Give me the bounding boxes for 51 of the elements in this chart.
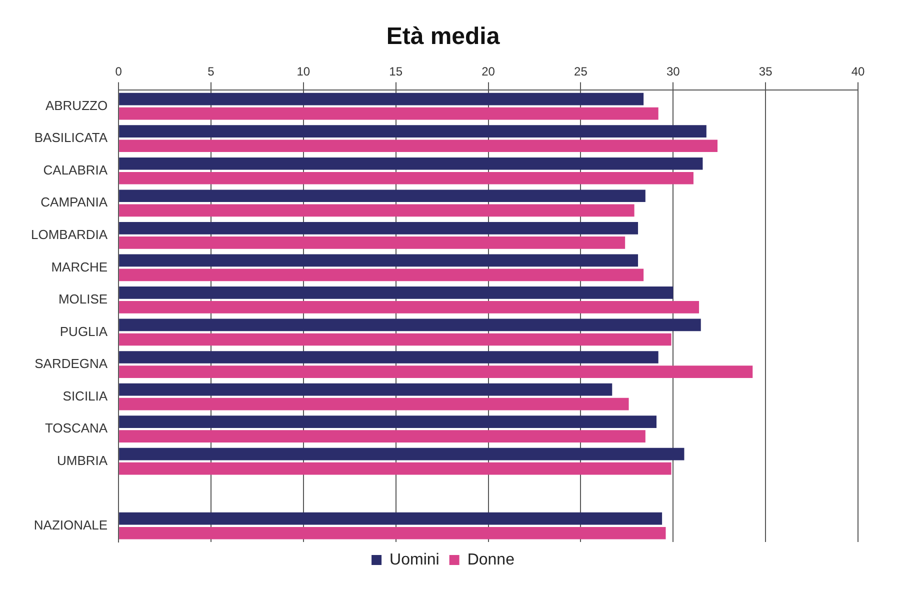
bar <box>119 512 662 525</box>
bar <box>119 254 638 267</box>
x-tick-label: 0 <box>115 64 122 78</box>
x-tick-label: 10 <box>296 64 310 78</box>
bar <box>119 286 674 299</box>
bar <box>119 383 612 396</box>
y-tick-label: CAMPANIA <box>40 194 108 210</box>
bar <box>119 416 657 428</box>
y-tick-label: UMBRIA <box>57 452 108 468</box>
bar <box>119 318 701 332</box>
bar <box>119 462 672 475</box>
x-tick-label: 30 <box>666 64 680 78</box>
y-tick-label: CALABRIA <box>43 162 108 178</box>
y-tick-label: SICILIA <box>62 388 108 404</box>
bar <box>119 333 672 346</box>
x-tick-label: 25 <box>574 64 588 78</box>
bar <box>119 268 644 282</box>
y-tick-label: MARCHE <box>51 259 108 274</box>
y-tick-label: TOSCANA <box>44 420 108 436</box>
bar <box>119 107 658 120</box>
bar <box>119 125 706 138</box>
y-tick-label: PUGLIA <box>60 324 108 339</box>
bar <box>119 157 703 170</box>
legend-label: Uomini <box>390 551 440 568</box>
bar <box>119 448 684 460</box>
legend-label: Donne <box>467 551 515 568</box>
bar <box>119 430 646 442</box>
bar <box>119 366 753 378</box>
x-tick-label: 20 <box>482 64 496 78</box>
y-tick-label: LOMBARDIA <box>30 227 108 242</box>
bar <box>119 92 644 106</box>
y-tick-label: BASILICATA <box>34 130 108 146</box>
x-tick-label: 35 <box>758 64 773 78</box>
bar <box>119 301 700 314</box>
bar <box>119 172 694 184</box>
bar <box>119 204 634 217</box>
bar <box>119 190 646 202</box>
y-tick-label: SARDEGNA <box>34 356 108 372</box>
x-tick-label: 5 <box>208 64 215 78</box>
bar <box>119 351 658 364</box>
chart-title: Età media <box>386 23 500 50</box>
bar <box>119 236 626 249</box>
x-tick-label: 40 <box>851 64 865 78</box>
y-tick-label: ABRUZZO <box>45 98 108 113</box>
bar <box>119 222 638 234</box>
bar <box>119 526 666 540</box>
bar <box>119 398 629 410</box>
x-tick-label: 15 <box>389 64 403 78</box>
y-tick-label: NAZIONALE <box>34 517 108 532</box>
bar <box>119 140 718 152</box>
y-tick-label: MOLISE <box>58 292 108 307</box>
